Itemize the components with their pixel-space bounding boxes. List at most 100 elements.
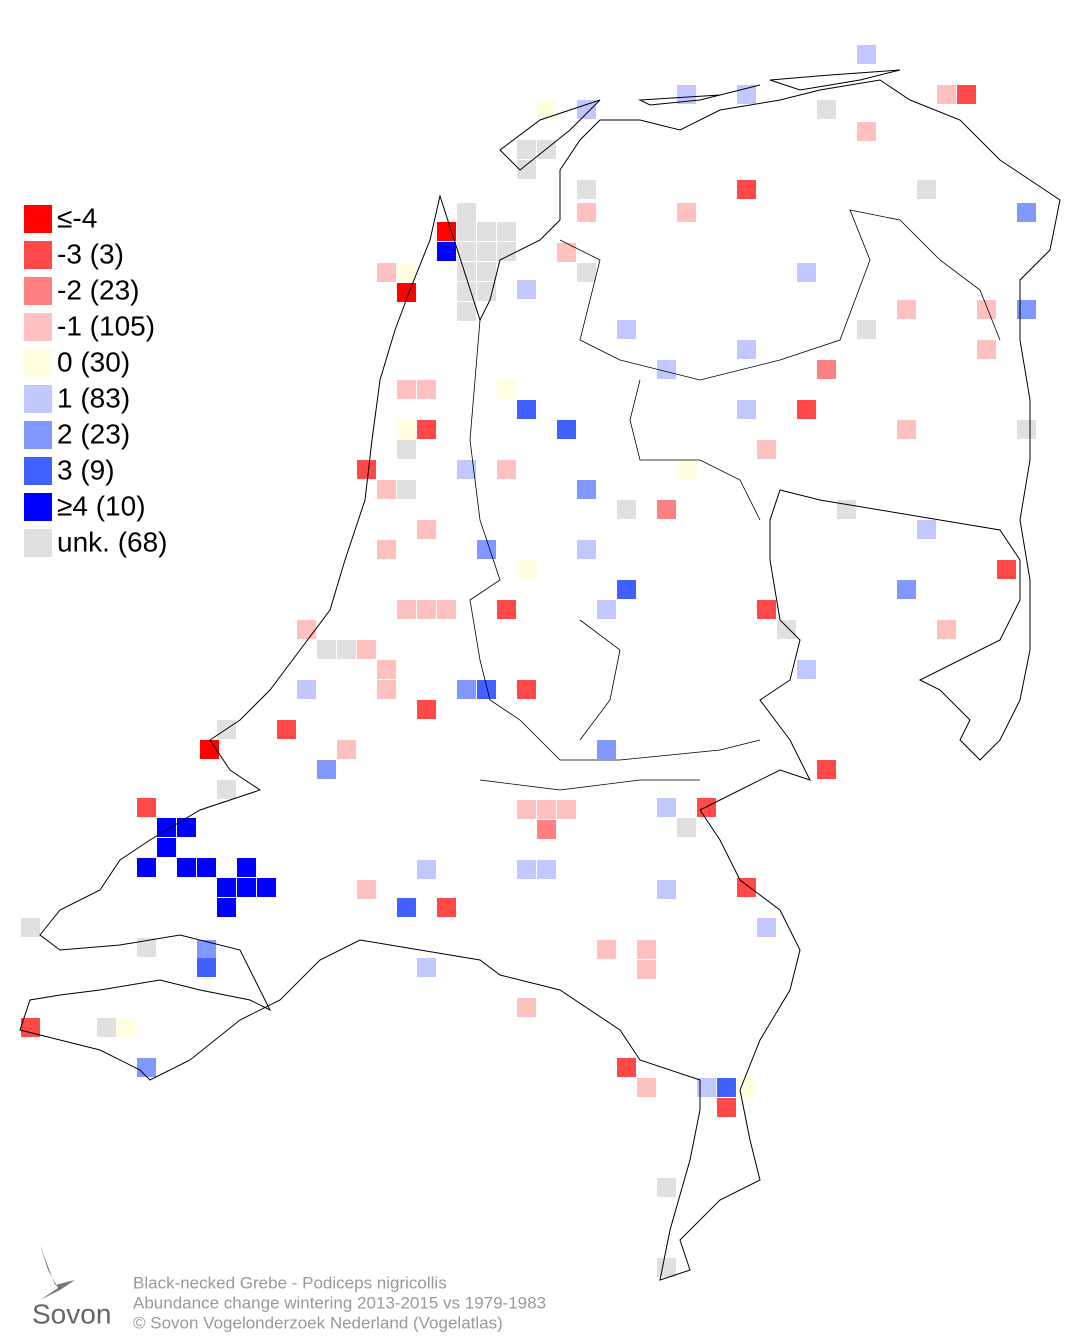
legend-label: -2 (23) bbox=[57, 274, 139, 305]
grid-cell bbox=[517, 160, 536, 179]
grid-cell bbox=[897, 300, 916, 319]
grid-cell bbox=[237, 878, 256, 897]
grid-cell bbox=[137, 1058, 156, 1077]
grid-cell bbox=[457, 262, 476, 281]
grid-cell bbox=[357, 640, 376, 659]
grid-cell bbox=[417, 520, 436, 539]
grid-cell bbox=[797, 263, 816, 282]
grid-cell bbox=[657, 798, 676, 817]
grid-cell bbox=[817, 760, 836, 779]
grid-cell bbox=[417, 600, 436, 619]
grid-cell bbox=[577, 480, 596, 499]
legend-swatch bbox=[24, 421, 52, 449]
grid-cell bbox=[417, 958, 436, 977]
grid-cell bbox=[21, 918, 40, 937]
grid-cell bbox=[457, 242, 476, 261]
grid-cell bbox=[977, 340, 996, 359]
grid-cell bbox=[457, 203, 476, 222]
grid-cell bbox=[917, 520, 936, 539]
grid-cell bbox=[1017, 203, 1036, 222]
grid-cell bbox=[657, 880, 676, 899]
grid-cell bbox=[797, 660, 816, 679]
grid-cell bbox=[717, 1098, 736, 1117]
legend-swatch bbox=[24, 493, 52, 521]
grid-cell bbox=[697, 798, 716, 817]
grid-cell bbox=[1017, 300, 1036, 319]
grid-cell bbox=[357, 880, 376, 899]
grid-cell bbox=[737, 878, 756, 897]
grid-cell bbox=[737, 400, 756, 419]
grid-cell bbox=[857, 45, 876, 64]
legend: ≤-4 -3 (3) -2 (23) -1 (105) 0 (30) 1 (83) 2… bbox=[24, 202, 168, 557]
legend-swatch bbox=[24, 205, 52, 233]
grid-cell bbox=[217, 780, 236, 799]
grid-cell bbox=[617, 1058, 636, 1077]
legend-swatch bbox=[24, 277, 52, 305]
grid-cell bbox=[337, 640, 356, 659]
grid-cell bbox=[517, 560, 536, 579]
grid-cell bbox=[417, 860, 436, 879]
grid-cell bbox=[457, 302, 476, 321]
grid-cell bbox=[297, 680, 316, 699]
grid-cell bbox=[857, 122, 876, 141]
grid-cell bbox=[157, 838, 176, 857]
grid-cell bbox=[1017, 420, 1036, 439]
logo-bird bbox=[40, 1245, 75, 1300]
grid-cell bbox=[597, 600, 616, 619]
grid-cell bbox=[397, 263, 416, 282]
grid-cell bbox=[577, 180, 596, 199]
grid-cell bbox=[377, 480, 396, 499]
grid-cell bbox=[577, 100, 596, 119]
grid-cell bbox=[957, 85, 976, 104]
grid-cell bbox=[497, 242, 516, 261]
grid-cell bbox=[557, 420, 576, 439]
grid-cell bbox=[757, 440, 776, 459]
grid-cell bbox=[477, 680, 496, 699]
grid-cell bbox=[217, 898, 236, 917]
grid-cell bbox=[517, 800, 536, 819]
grid-cell bbox=[417, 420, 436, 439]
grid-cell bbox=[457, 282, 476, 301]
grid-cell bbox=[197, 958, 216, 977]
caption-line: Abundance change wintering 2013-2015 vs … bbox=[133, 1293, 546, 1312]
grid-cell bbox=[797, 400, 816, 419]
grid-cell bbox=[417, 700, 436, 719]
grid-cell bbox=[477, 282, 496, 301]
grid-cell bbox=[197, 858, 216, 877]
grid-cell bbox=[537, 100, 556, 119]
grid-cell bbox=[497, 380, 516, 399]
grid-cell bbox=[677, 460, 696, 479]
grid-cell bbox=[21, 1018, 40, 1037]
legend-label: 0 (30) bbox=[57, 346, 130, 377]
legend-label: 3 (9) bbox=[57, 454, 115, 485]
grid-cell bbox=[437, 222, 456, 241]
grid-cell bbox=[677, 203, 696, 222]
grid-cell bbox=[697, 1078, 716, 1097]
grid-cell bbox=[337, 740, 356, 759]
grid-cell bbox=[537, 820, 556, 839]
grid-cell bbox=[737, 85, 756, 104]
grid-cell bbox=[437, 242, 456, 261]
legend-swatch bbox=[24, 385, 52, 413]
grid-cell bbox=[917, 180, 936, 199]
grid-cell bbox=[497, 600, 516, 619]
grid-cell bbox=[557, 800, 576, 819]
grid-cell bbox=[200, 740, 219, 759]
grid-cell bbox=[137, 858, 156, 877]
grid-cell bbox=[577, 203, 596, 222]
grid-cell bbox=[497, 460, 516, 479]
grid-cell bbox=[137, 938, 156, 957]
grid-cell bbox=[657, 500, 676, 519]
grid-cell bbox=[857, 320, 876, 339]
grid-cell bbox=[537, 860, 556, 879]
grid-cell bbox=[617, 320, 636, 339]
grid-cell bbox=[457, 460, 476, 479]
grid-cell bbox=[777, 620, 796, 639]
grid-cell bbox=[517, 998, 536, 1017]
grid-cell bbox=[897, 580, 916, 599]
grid-cell bbox=[217, 878, 236, 897]
grid-cell bbox=[137, 798, 156, 817]
grid-cell bbox=[177, 818, 196, 837]
